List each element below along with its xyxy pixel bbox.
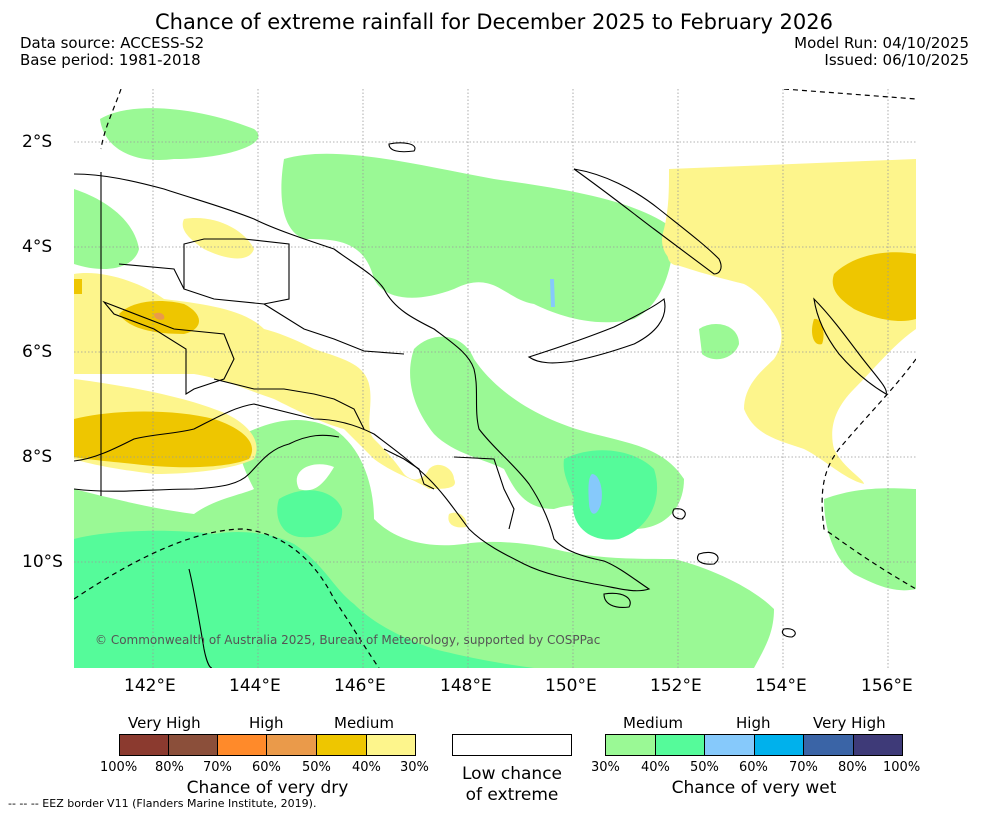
dry-swatch-50-40 [316,734,367,756]
dry-pct-70: 70% [203,760,232,775]
eez-borders [74,89,916,668]
wet-category-very-high: Very High [813,714,886,732]
wet-swatch-80-100 [853,734,903,756]
lon-label-144e: 144°E [229,676,281,696]
lon-label-142e: 142°E [124,676,176,696]
neutral-label-line1: Low chance [462,764,562,784]
dry-pct-40: 40% [352,760,381,775]
dry-pct-60: 60% [252,760,281,775]
wet-pct-30: 30% [591,760,620,775]
map-title: Chance of extreme rainfall for December … [155,10,833,34]
lon-label-154e: 154°E [755,676,807,696]
dry-swatch-70-60 [217,734,267,756]
dry-pct-80: 80% [155,760,184,775]
wet-spot [550,279,555,307]
dry-category-medium: Medium [334,714,394,732]
model-run: Model Run: 04/10/2025 [794,34,969,52]
dry-pct-30: 30% [400,760,429,775]
wet-swatch-70-80 [803,734,854,756]
rainfall-map [74,89,916,668]
data-source: Data source: ACCESS-S2 [20,34,205,52]
issued-date: Issued: 06/10/2025 [824,51,969,69]
lon-label-152e: 152°E [650,676,702,696]
wet-pct-70: 70% [789,760,818,775]
dry-category-high: High [249,714,284,732]
wet-swatch-40-50 [655,734,705,756]
dry-swatch-80-70 [168,734,218,756]
lon-label-148e: 148°E [440,676,492,696]
wet-very-high-area [588,474,602,514]
wet-pct-80: 80% [838,760,867,775]
lat-label-10s: 10°S [22,552,63,572]
wet-pct-50: 50% [690,760,719,775]
wet-pct-60: 60% [739,760,768,775]
neutral-label-line2: of extreme [465,785,559,805]
lon-label-150e: 150°E [545,676,597,696]
wet-pct-100: 100% [883,760,921,775]
wet-swatch-60-70 [754,734,804,756]
dry-pct-50: 50% [302,760,331,775]
wet-swatch-50-60 [704,734,755,756]
neutral-area [296,464,334,491]
dry-legend-title: Chance of very dry [186,778,349,798]
dry-orange-spot [154,312,165,320]
wet-swatch-30-40 [605,734,656,756]
map-area [74,89,916,668]
wet-category-medium: Medium [623,714,683,732]
grid-lines [74,89,916,668]
lat-label-2s: 2°S [22,132,53,152]
coastlines [74,142,887,668]
dry-swatch-100-80 [119,734,169,756]
wet-legend-title: Chance of very wet [671,778,837,798]
wet-pct-40: 40% [641,760,670,775]
lon-label-156e: 156°E [861,676,913,696]
copyright-notice: © Commonwealth of Australia 2025, Bureau… [95,633,601,647]
lat-label-4s: 4°S [22,237,53,257]
dry-category-very-high: Very High [128,714,201,732]
base-period: Base period: 1981-2018 [20,51,201,69]
neutral-swatch [452,734,572,756]
lat-label-6s: 6°S [22,342,53,362]
wet-high-areas [74,450,658,668]
lat-label-8s: 8°S [22,447,53,467]
dry-swatch-60-50 [266,734,317,756]
dry-high-areas [74,252,916,468]
eez-footnote: -- -- -- EEZ border V11 (Flanders Marine… [8,797,317,810]
dry-pct-100: 100% [100,760,138,775]
dry-swatch-40-30 [366,734,416,756]
wet-category-high: High [736,714,771,732]
lon-label-146e: 146°E [334,676,386,696]
